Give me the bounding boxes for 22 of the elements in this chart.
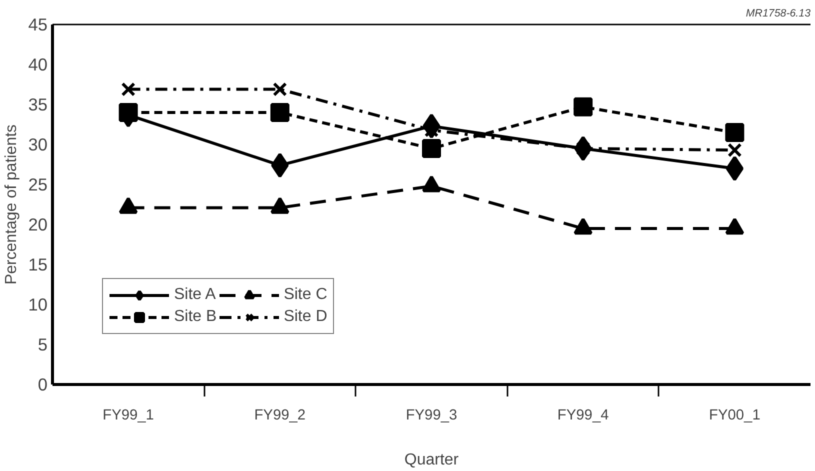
y-tick-label: 40 <box>28 54 48 74</box>
y-tick-label: 0 <box>38 374 48 394</box>
y-tick-label: 15 <box>28 254 48 274</box>
legend-label: Site C <box>284 286 328 304</box>
legend-label: Site A <box>174 286 216 304</box>
y-axis-title: Percentage of patients <box>3 124 20 285</box>
text: MR1758-6.13 <box>746 8 811 20</box>
y-tick-label: 10 <box>28 294 48 314</box>
y-tick-label: 20 <box>28 214 48 234</box>
x-tick-label: FY99_2 <box>254 408 306 424</box>
y-tick-label: 25 <box>28 174 48 194</box>
x-tick-label: FY99_3 <box>406 408 458 424</box>
y-tick-label: 45 <box>28 14 48 34</box>
legend-label: Site D <box>284 308 328 326</box>
y-tick-label: 35 <box>28 94 48 114</box>
x-tick-label: FY00_1 <box>709 408 760 424</box>
x-axis-title: Quarter <box>404 452 460 468</box>
y-tick-label: 30 <box>28 134 48 154</box>
legend-label: Site B <box>174 308 217 326</box>
x-tick-label: FY99_1 <box>102 408 154 424</box>
x-tick-label: FY99_4 <box>557 408 609 424</box>
y-tick-label: 5 <box>38 334 48 354</box>
